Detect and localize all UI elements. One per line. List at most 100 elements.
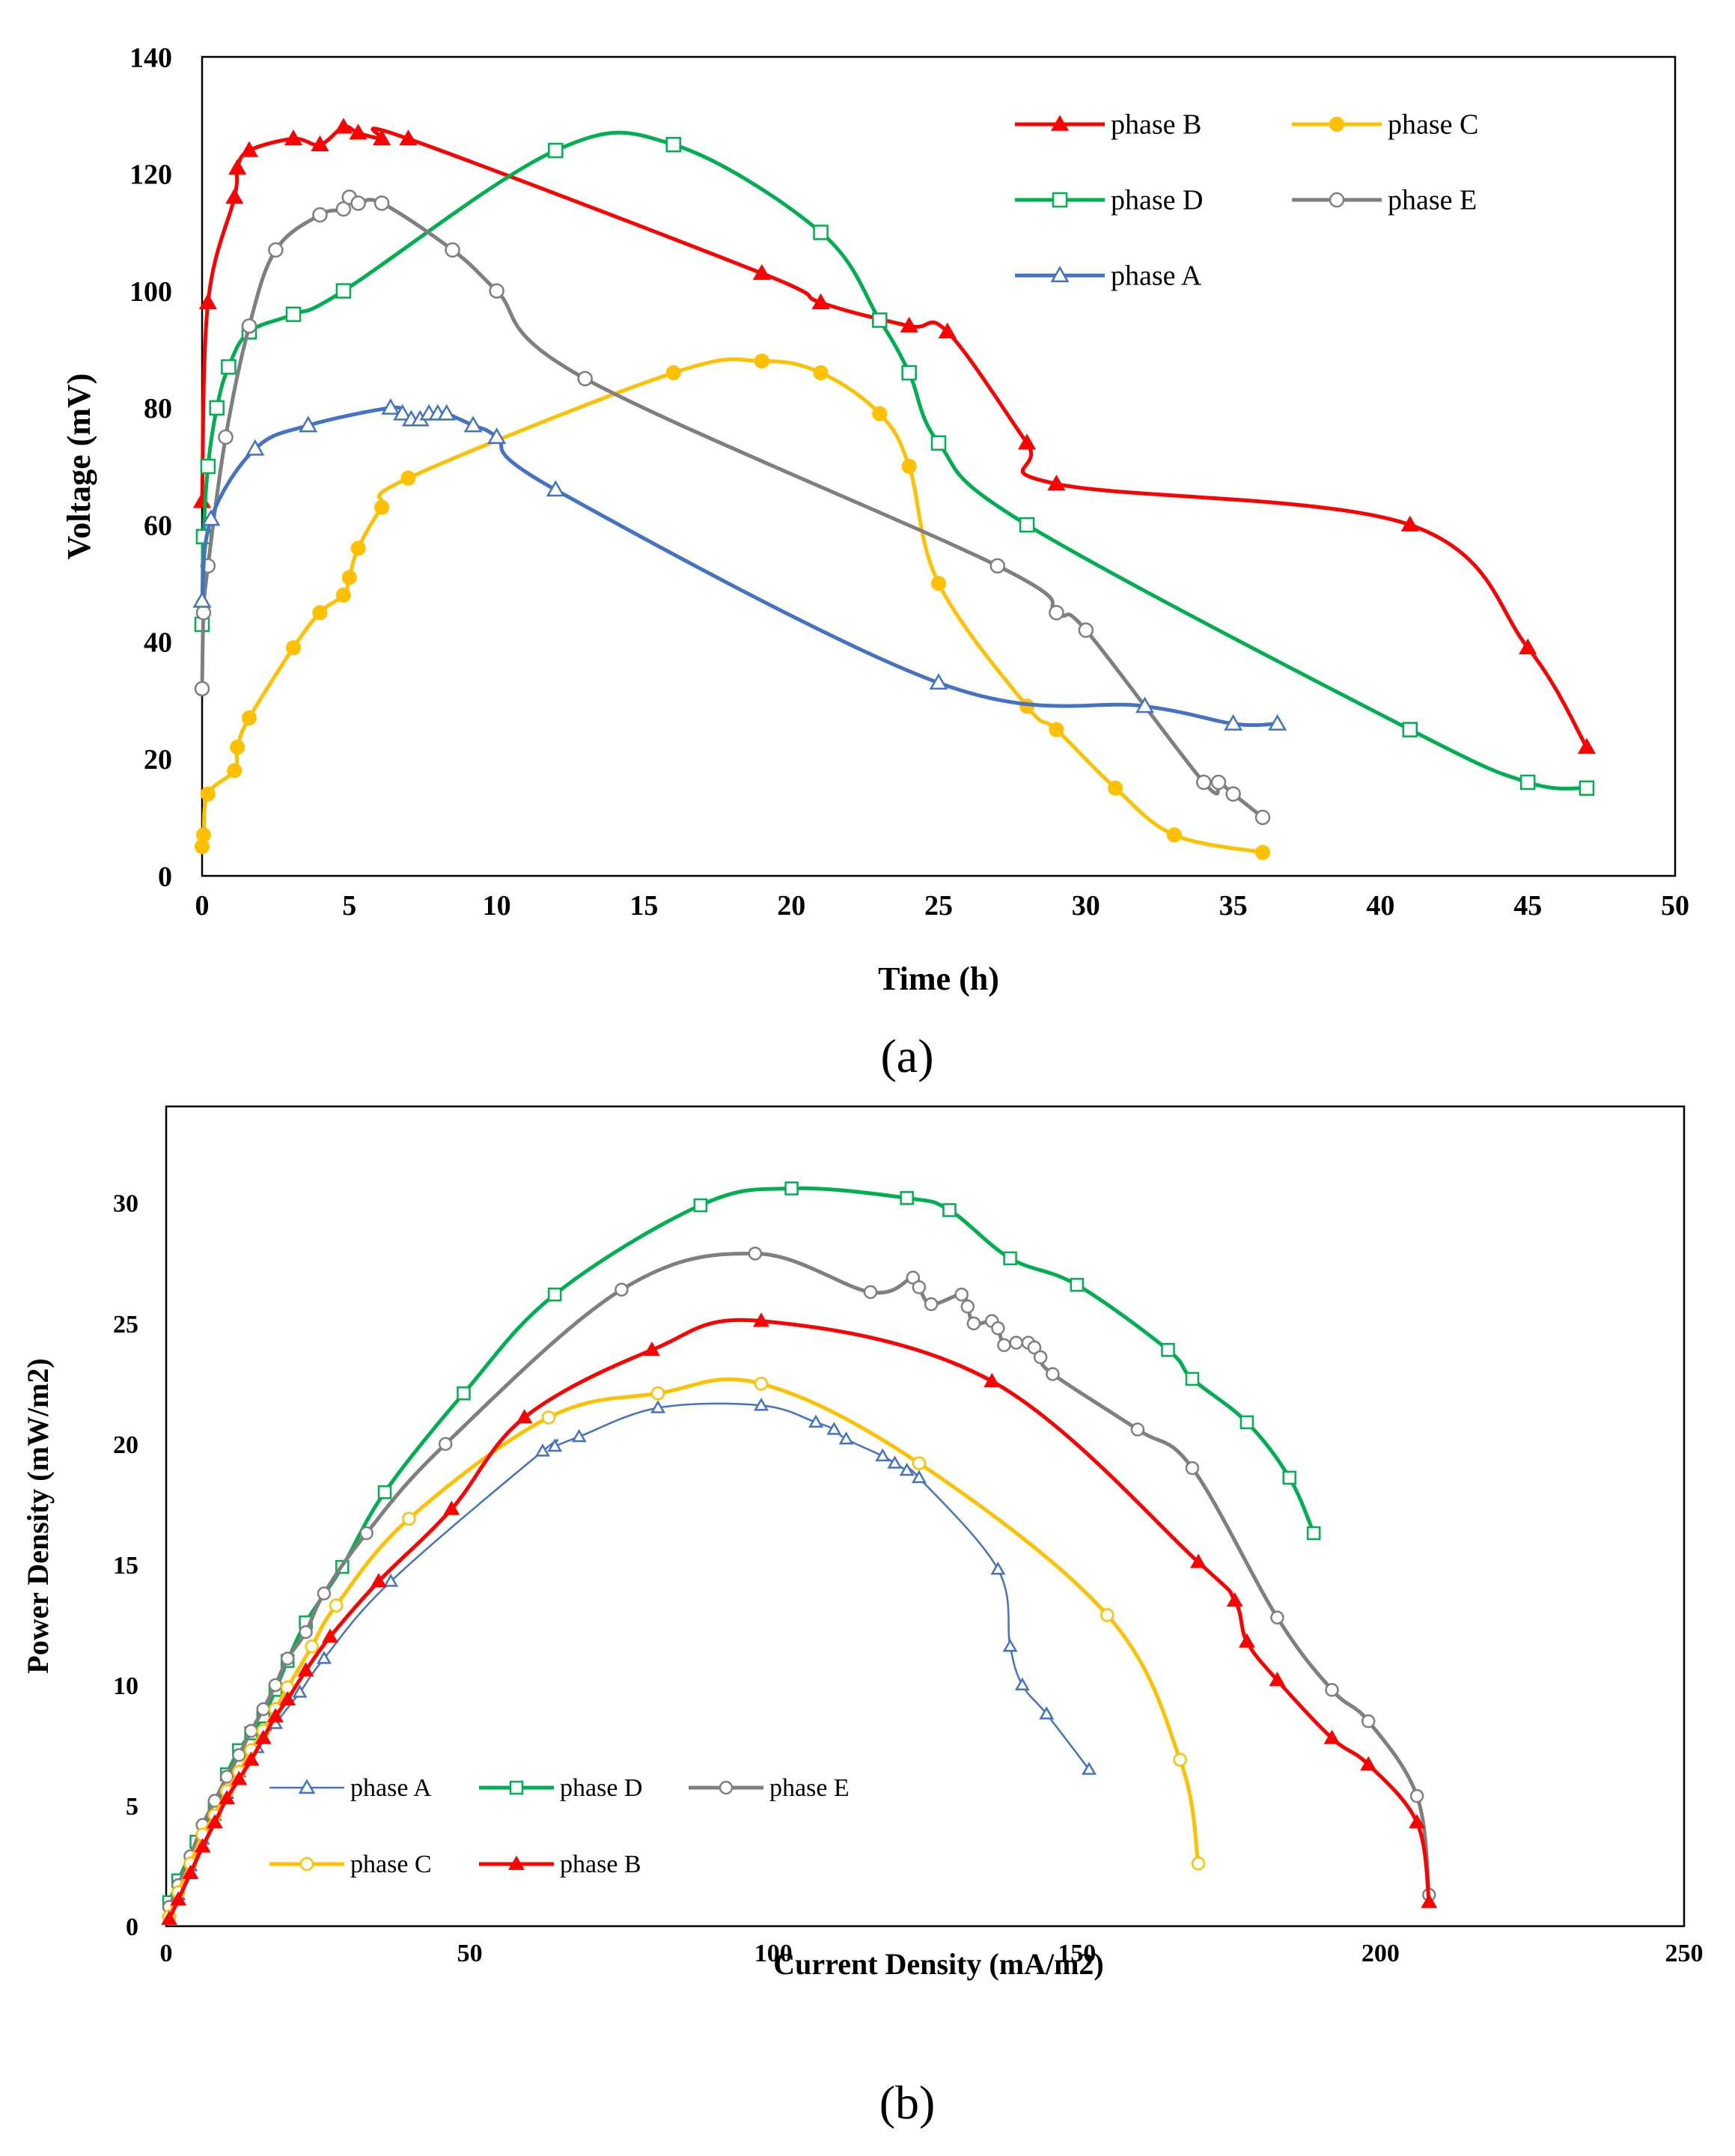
- chart-a-point-phase-e: [1225, 786, 1241, 802]
- chart-b-point-phase-a: [875, 1448, 891, 1462]
- chart-a-point-phase-a: [463, 415, 483, 433]
- chart-b-point-phase-e: [232, 1748, 246, 1762]
- chart-b-point-phase-d: [377, 1485, 392, 1499]
- chart-a-point-phase-e: [1078, 622, 1094, 639]
- chart-b-point-phase-b: [370, 1573, 387, 1588]
- panel-label-a: (a): [880, 1029, 933, 1082]
- chart-a-x-tick-label: 0: [195, 890, 210, 922]
- chart-b-point-phase-a: [1039, 1706, 1055, 1720]
- panel-label-b: (b): [879, 2076, 936, 2129]
- chart-b-point-phase-b: [161, 1910, 177, 1925]
- chart-b-point-phase-d: [547, 1287, 562, 1302]
- chart-b-point-phase-c: [305, 1639, 319, 1654]
- chart-a-legend-phase-d: phase D: [1015, 185, 1203, 216]
- chart-b-point-phase-b: [170, 1891, 187, 1906]
- chart-b-point-phase-e: [1270, 1610, 1284, 1625]
- chart-a-y-tick-label: 20: [144, 744, 172, 776]
- chart-b-point-phase-e: [1409, 1788, 1424, 1803]
- chart-b-point-phase-e: [960, 1300, 975, 1314]
- chart-a-legend-marker-phase-d: [1052, 192, 1068, 208]
- chart-a-point-phase-b: [1018, 433, 1037, 450]
- chart-b-x-tick-label: 200: [1362, 1940, 1400, 1967]
- chart-b-legend-phase-a: phase A: [269, 1774, 432, 1802]
- chart-a-y-axis-label: Voltage (mV): [61, 374, 97, 560]
- chart-b-point-phase-c: [912, 1456, 927, 1470]
- chart-b-point-phase-e: [219, 1770, 234, 1784]
- chart-a-point-phase-d: [901, 365, 917, 381]
- chart-b-x-tick-label: 150: [1058, 1940, 1096, 1967]
- chart-a-point-phase-a: [487, 427, 507, 444]
- chart-b-point-phase-a: [808, 1414, 823, 1428]
- chart-b-y-tick-label: 5: [126, 1793, 138, 1821]
- chart-b-legend-marker-phase-e: [719, 1780, 734, 1795]
- chart-b-point-phase-e: [1009, 1336, 1023, 1350]
- chart-b-point-phase-b: [644, 1342, 660, 1356]
- chart-b-point-phase-b: [297, 1662, 314, 1677]
- chart-b-x-tick-label: 50: [457, 1940, 483, 1967]
- chart-b-point-phase-c: [1191, 1857, 1206, 1871]
- chart-a-line-phase-e: [200, 195, 1265, 820]
- chart-a-point-phase-b: [900, 317, 918, 333]
- chart-b-point-phase-d: [1306, 1526, 1321, 1541]
- chart-b-point-phase-e: [863, 1285, 878, 1300]
- chart-b-y-tick-label: 25: [113, 1311, 138, 1339]
- chart-a-point-phase-d: [221, 359, 237, 375]
- chart-b-point-phase-e: [1361, 1714, 1376, 1729]
- chart-a-y-tick-label: 40: [144, 627, 172, 659]
- chart-b-point-phase-d: [784, 1181, 799, 1196]
- chart-b-point-phase-c: [541, 1410, 556, 1425]
- chart-b-point-phase-e: [244, 1723, 258, 1738]
- chart-a-point-phase-c: [341, 570, 357, 585]
- chart-a-point-phase-b: [311, 135, 329, 151]
- chart-a-point-phase-b: [1047, 475, 1066, 491]
- chart-a-legend-label-phase-d: phase D: [1111, 185, 1203, 216]
- chart-b-y-tick-label: 10: [113, 1672, 138, 1700]
- chart-b-point-phase-a: [1002, 1639, 1018, 1652]
- chart-a-legend-phase-a: phase A: [1015, 261, 1202, 292]
- chart-b-point-phase-e: [359, 1526, 373, 1541]
- chart-a-point-phase-d: [1519, 774, 1536, 791]
- chart-a-point-phase-a: [1224, 713, 1243, 731]
- chart-b-point-phase-b: [279, 1691, 296, 1706]
- chart-a-point-phase-c: [195, 827, 211, 843]
- chart-a-y-tick-label: 0: [158, 861, 172, 892]
- chart-b-point-phase-d: [693, 1198, 708, 1213]
- chart-a-point-phase-a: [393, 404, 412, 421]
- chart-b-point-phase-e: [438, 1437, 453, 1452]
- chart-b-legend-label-phase-b: phase B: [560, 1851, 641, 1878]
- chart-b-point-phase-b: [1360, 1756, 1377, 1771]
- chart-b-point-phase-e: [1027, 1340, 1042, 1355]
- chart-a-x-tick-label: 25: [924, 890, 953, 922]
- chart-a-series-phase-d: [194, 130, 1595, 797]
- chart-a-point-phase-e: [241, 318, 257, 334]
- chart-b-point-phase-e: [299, 1624, 313, 1639]
- chart-a-point-phase-d: [209, 400, 225, 416]
- chart-a-point-phase-e: [373, 195, 390, 211]
- chart-a-series-phase-e: [194, 189, 1271, 826]
- chart-b-point-phase-b: [1239, 1633, 1255, 1648]
- chart-b-legend-marker-phase-b: [508, 1855, 525, 1870]
- chart-b-point-phase-b: [1409, 1814, 1425, 1829]
- chart-b-point-phase-d: [900, 1191, 914, 1205]
- chart-b-point-phase-c: [650, 1386, 665, 1401]
- chart-b-point-phase-a: [650, 1400, 666, 1413]
- chart-a-point-phase-d: [872, 312, 888, 328]
- chart-b-point-phase-b: [194, 1838, 211, 1853]
- chart-a-x-tick-label: 10: [483, 890, 511, 922]
- chart-a-point-phase-b: [1519, 638, 1537, 655]
- chart-a-legend-label-phase-b: phase B: [1111, 109, 1201, 141]
- chart-b-point-phase-e: [1046, 1367, 1060, 1381]
- chart-b-point-phase-a: [383, 1574, 399, 1587]
- chart-a-legend-marker-phase-b: [1050, 115, 1070, 131]
- chart-a-point-phase-e: [218, 429, 234, 445]
- chart-b-legend-phase-c: phase C: [269, 1851, 432, 1878]
- chart-a-point-phase-c: [241, 710, 257, 726]
- chart-a-point-phase-a: [299, 415, 318, 433]
- chart-a-point-phase-c: [400, 470, 416, 486]
- chart-b-point-phase-b: [1269, 1672, 1286, 1687]
- chart-a-point-phase-e: [268, 242, 284, 258]
- chart-b-point-phase-c: [1100, 1608, 1115, 1622]
- chart-b-point-phase-b: [267, 1708, 284, 1723]
- chart-b-point-phase-d: [457, 1386, 471, 1401]
- chart-b-point-phase-d: [1239, 1415, 1254, 1430]
